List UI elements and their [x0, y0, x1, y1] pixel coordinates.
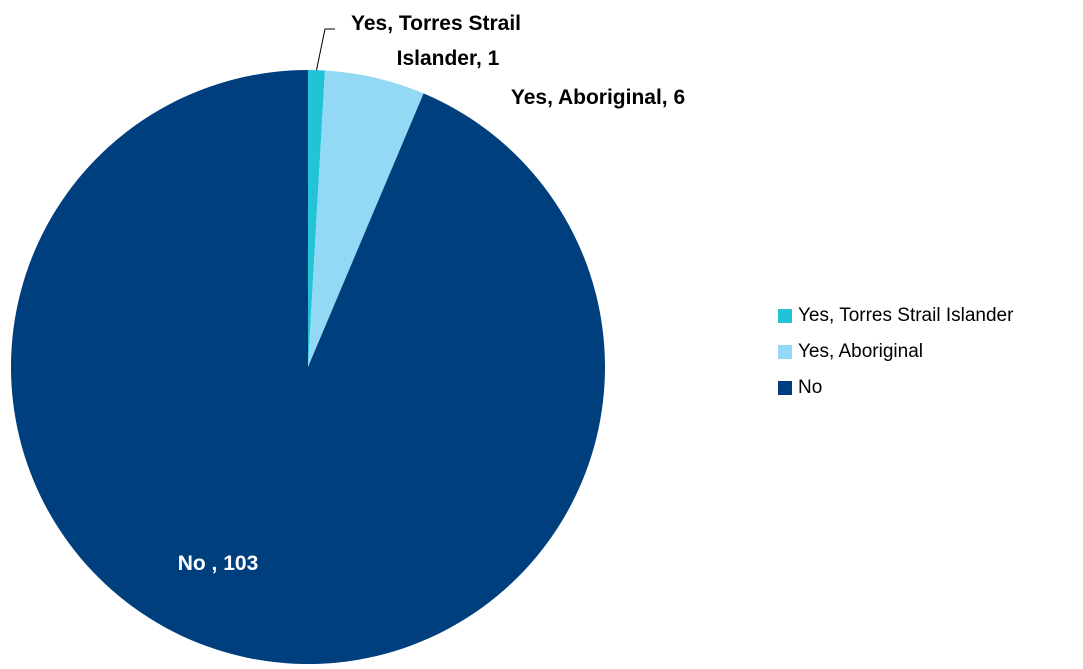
legend-item-no: No	[778, 375, 1013, 401]
pie-slice-aboriginal	[308, 70, 424, 367]
legend-item-aboriginal: Yes, Aboriginal	[778, 339, 1013, 365]
legend-label-torres-strait: Yes, Torres Strail Islander	[798, 305, 1014, 326]
legend-swatch-aboriginal	[778, 345, 792, 359]
leader-line-torres-strait	[316, 28, 335, 71]
legend-swatch-no	[778, 381, 792, 395]
legend-label-aboriginal: Yes, Aboriginal	[798, 341, 924, 362]
leader-lines	[316, 28, 335, 71]
pie-slice-torres-strait	[308, 69, 325, 367]
data-label-torres-strait-line-1: Yes, Torres Strail	[351, 12, 521, 35]
data-label-torres-strait-line-2: Islander, 1	[397, 47, 500, 70]
data-label-no: No , 103	[178, 552, 259, 575]
legend-label-no: No	[798, 377, 823, 398]
legend-swatch-torres-strait	[778, 309, 792, 323]
data-labels: Yes, Torres Strail Islander, 1 Yes, Aborig…	[178, 12, 685, 575]
pie-slice-no	[10, 70, 605, 665]
data-label-aboriginal: Yes, Aboriginal, 6	[511, 86, 685, 109]
pie-slices	[10, 69, 605, 665]
legend-item-torres-strait: Yes, Torres Strail Islander	[778, 303, 1013, 329]
legend: Yes, Torres Strail Islander Yes, Aborigi…	[778, 303, 1013, 411]
